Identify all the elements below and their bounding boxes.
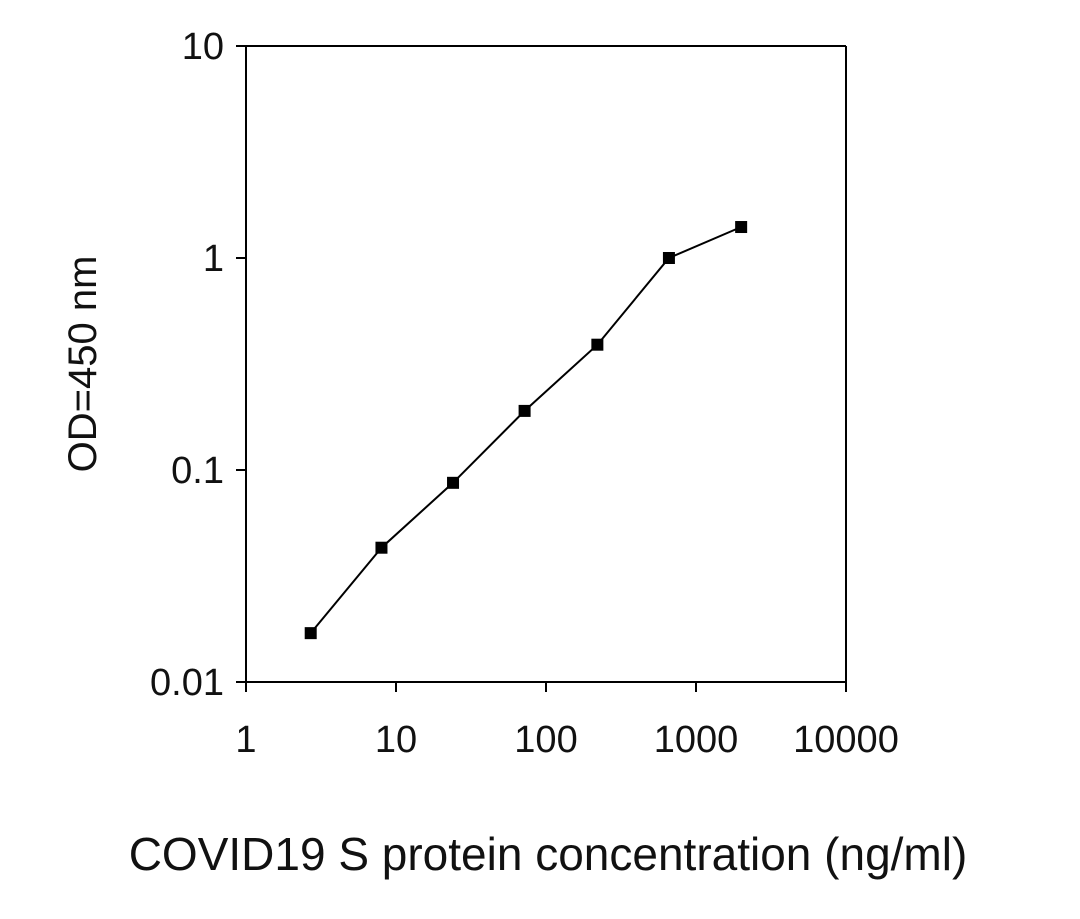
data-point (735, 221, 748, 234)
x-tick-label: 1000 (654, 719, 739, 761)
data-point (375, 541, 388, 554)
series-points (304, 221, 748, 640)
y-tick-label: 0.1 (171, 450, 224, 492)
x-ticks: 1 10 100 1000 10000 (235, 682, 899, 761)
y-tick-label: 1 (203, 238, 224, 280)
data-point (518, 404, 531, 417)
x-axis-label: COVID19 S protein concentration (ng/ml) (129, 828, 968, 880)
data-point (304, 627, 317, 640)
data-point (662, 252, 675, 264)
x-tick-label: 1 (235, 719, 256, 761)
x-tick-label: 10 (375, 719, 417, 761)
y-tick-label: 10 (182, 26, 224, 68)
y-ticks: 0.01 0.1 1 10 (150, 26, 246, 704)
x-tick-label: 100 (514, 719, 577, 761)
x-tick-label: 10000 (793, 719, 899, 761)
y-tick-label: 0.01 (150, 662, 224, 704)
plot-area (246, 46, 846, 682)
y-axis-label: OD=450 nm (61, 256, 105, 473)
data-point (591, 338, 604, 351)
data-point (447, 476, 460, 489)
